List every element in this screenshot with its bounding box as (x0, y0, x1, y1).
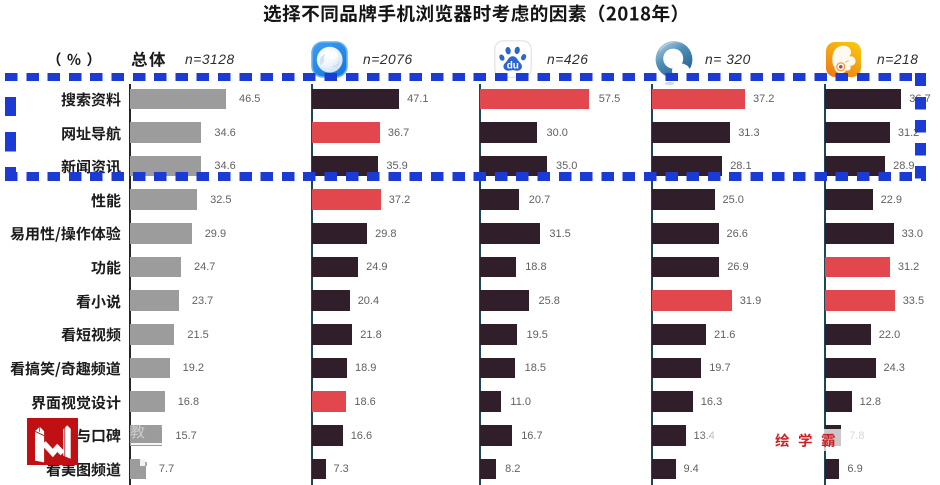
svg-text:du: du (507, 61, 519, 72)
